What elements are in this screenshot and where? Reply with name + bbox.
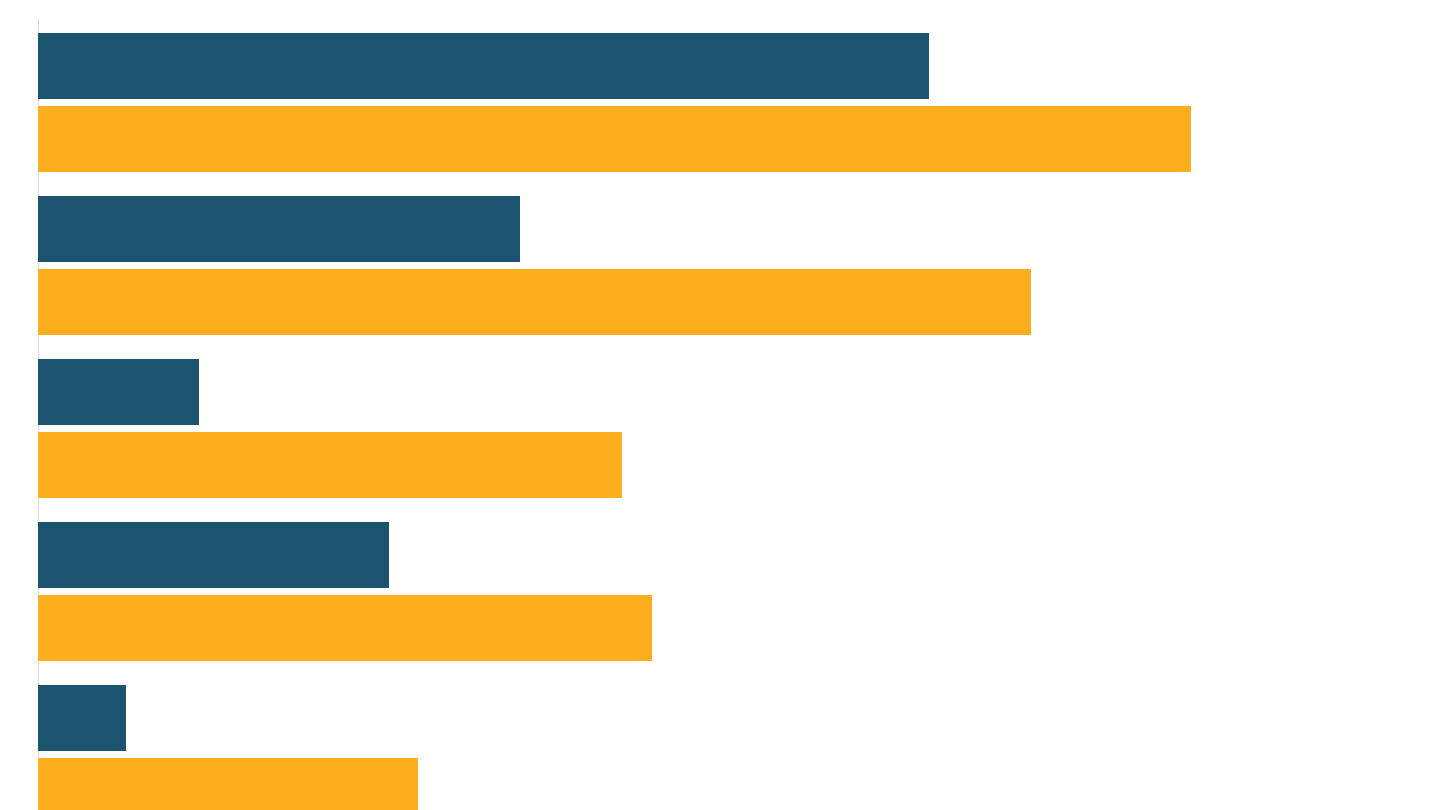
bar [38, 432, 622, 498]
bar [38, 595, 652, 661]
bar [38, 359, 199, 425]
bar [38, 196, 520, 262]
bar [38, 106, 1191, 172]
bar [38, 758, 418, 810]
bar [38, 33, 929, 99]
bar [38, 685, 126, 751]
bar [38, 522, 389, 588]
bar [38, 269, 1031, 335]
